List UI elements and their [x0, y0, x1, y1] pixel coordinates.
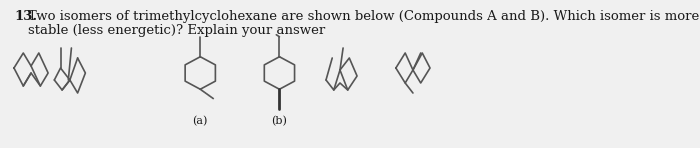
Text: Two isomers of trimethylcyclohexane are shown below (Compounds A and B). Which i: Two isomers of trimethylcyclohexane are … — [28, 10, 699, 23]
Text: 13.: 13. — [14, 10, 37, 23]
Text: (b): (b) — [272, 116, 288, 126]
Text: (a): (a) — [193, 116, 208, 126]
Text: stable (less energetic)? Explain your answer: stable (less energetic)? Explain your an… — [28, 24, 326, 37]
